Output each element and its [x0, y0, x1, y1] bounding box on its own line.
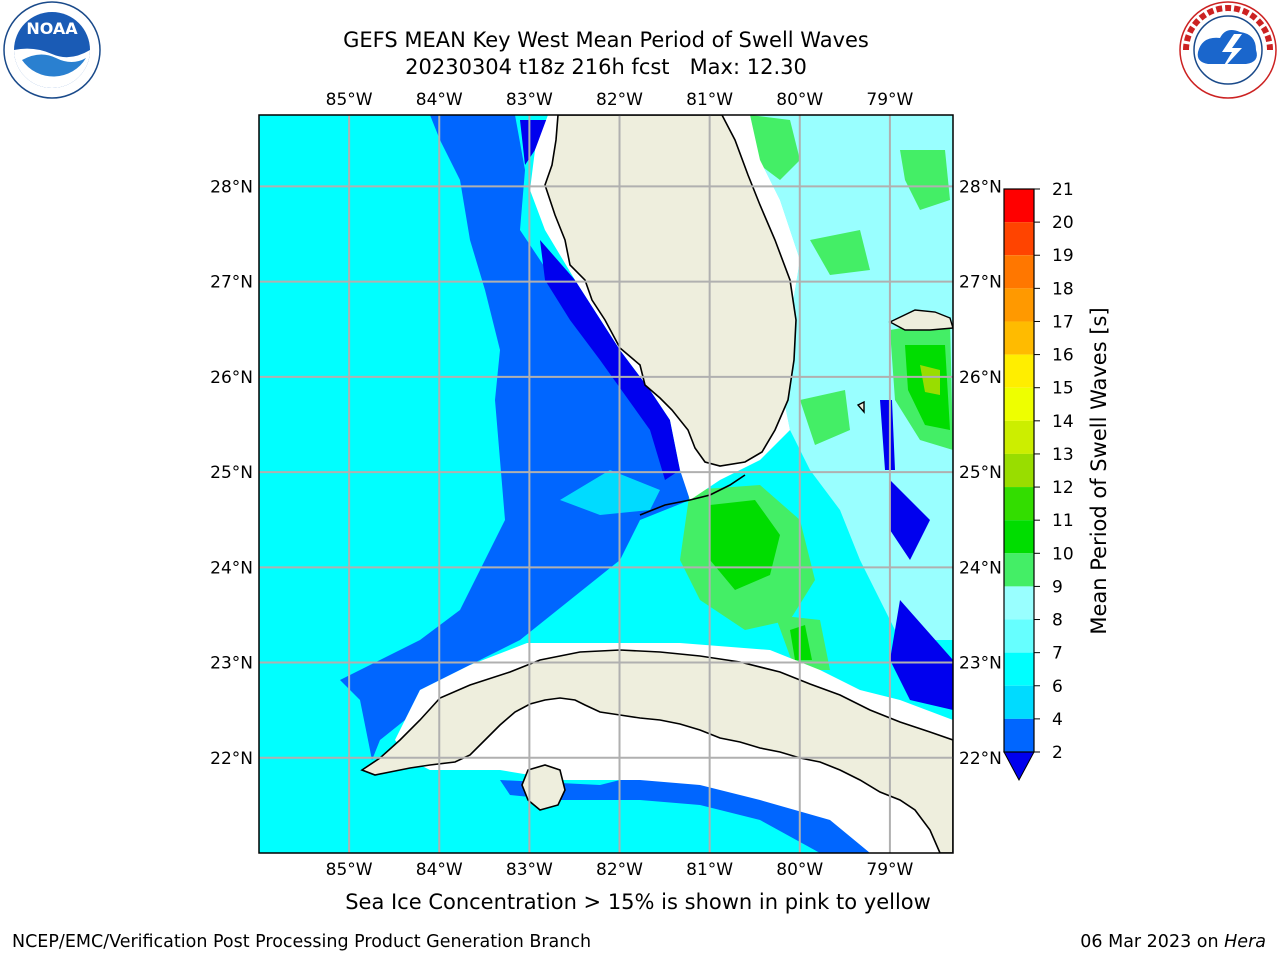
colorbar-tick-label: 6: [1052, 677, 1063, 697]
colorbar-tick-label: 11: [1052, 511, 1074, 531]
lat-label-left: 28°N: [210, 177, 253, 197]
florida-land: [544, 115, 797, 467]
swell-max-patch: [920, 365, 940, 395]
lat-label-left: 22°N: [210, 749, 253, 769]
colorbar-bin: [1004, 387, 1034, 421]
florida-keys: [639, 474, 746, 516]
swell-band-south: [500, 770, 870, 853]
colorbar-tick-label: 18: [1052, 279, 1074, 299]
lon-label-bottom: 81°W: [686, 860, 733, 880]
colorbar-bin: [1004, 321, 1034, 355]
colorbar-tick-label: 7: [1052, 644, 1063, 664]
colorbar-bin: [1004, 189, 1034, 223]
swell-strip-under-2: [880, 400, 953, 710]
swell-patch-4-6: [560, 470, 660, 515]
colorbar-tick-label: 14: [1052, 412, 1074, 432]
colorbar-tick-label: 19: [1052, 246, 1074, 266]
lat-label-right: 24°N: [959, 558, 1002, 578]
colorbar-under-arrow: [1003, 751, 1035, 782]
lat-label-left: 24°N: [210, 558, 253, 578]
colorbar-bin: [1004, 685, 1034, 719]
lon-label-top: 79°W: [866, 90, 913, 110]
colorbar-bin: [1004, 487, 1034, 521]
map-title: GEFS MEAN Key West Mean Period of Swell …: [343, 28, 869, 52]
map-frame: [258, 114, 954, 854]
colorbar-bin: [1004, 652, 1034, 686]
colorbar-frame: [1003, 188, 1035, 753]
lon-label-top: 82°W: [596, 90, 643, 110]
lat-label-left: 23°N: [210, 654, 253, 674]
lat-label-left: 27°N: [210, 273, 253, 293]
lat-label-right: 27°N: [959, 273, 1002, 293]
latitude-labels: 28°N 28°N 27°N 27°N 26°N 26°N 25°N 25°N 24°N 24°N…: [210, 177, 1002, 768]
colorbar-bin: [1004, 520, 1034, 554]
lon-label-bottom: 82°W: [596, 860, 643, 880]
isla-juventud-land: [521, 764, 566, 811]
colorbar-bin: [1004, 619, 1034, 653]
colorbar-bin: [1004, 420, 1034, 454]
colorbar-tick-label: 17: [1052, 312, 1074, 332]
colorbar-bin: [1004, 288, 1034, 322]
colorbar-bin: [1004, 222, 1034, 256]
colorbar-tick-label: 8: [1052, 611, 1063, 631]
colorbar-tick-label: 9: [1052, 577, 1063, 597]
swell-band-under-2: [520, 120, 680, 480]
nws-logo-icon: [1179, 1, 1277, 99]
colorbar-tick-label: 16: [1052, 346, 1074, 366]
bahamas-land: [856, 309, 953, 414]
lon-label-top: 81°W: [686, 90, 733, 110]
longitude-labels: 85°W 85°W 84°W 84°W 83°W 83°W 82°W 82°W 81°W 81°W…: [326, 90, 914, 880]
swell-band-2-4: [340, 115, 690, 760]
lon-label-bottom: 79°W: [866, 860, 913, 880]
lon-label-bottom: 84°W: [416, 860, 463, 880]
footer-branch: NCEP/EMC/Verification Post Processing Pr…: [12, 932, 592, 952]
colorbar-bin: [1004, 553, 1034, 587]
lon-label-top: 83°W: [506, 90, 553, 110]
footer-date-text: 06 Mar 2023 on: [1080, 932, 1225, 952]
lon-label-top: 84°W: [416, 90, 463, 110]
lat-label-left: 25°N: [210, 463, 253, 483]
svg-text:NOAA: NOAA: [26, 19, 78, 38]
lon-label-bottom: 80°W: [776, 860, 823, 880]
lon-label-bottom: 85°W: [326, 860, 373, 880]
colorbar-bin: [1004, 453, 1034, 488]
colorbar-label: Mean Period of Swell Waves [s]: [1087, 307, 1111, 634]
colorbar-tick-label: 10: [1052, 544, 1074, 564]
lat-label-right: 25°N: [959, 463, 1002, 483]
lat-label-right: 26°N: [959, 368, 1002, 388]
lon-label-top: 85°W: [326, 90, 373, 110]
colorbar-tick-label: 13: [1052, 445, 1074, 465]
sea-ice-caption: Sea Ice Concentration > 15% is shown in …: [345, 890, 931, 914]
map-gridlines: [259, 115, 953, 853]
colorbar-bin: [1004, 586, 1034, 620]
colorbar-tick-label: 12: [1052, 478, 1074, 498]
map-area: [259, 115, 953, 853]
map-subtitle: 20230304 t18z 216h fcst Max: 12.30: [405, 55, 807, 79]
colorbar-bin: [1004, 255, 1034, 289]
footer-date: 06 Mar 2023 on Hera: [1080, 932, 1266, 952]
colorbar-bin: [1004, 718, 1034, 752]
lat-label-left: 26°N: [210, 368, 253, 388]
colorbar-tick-label: 20: [1052, 213, 1074, 233]
lat-label-right: 22°N: [959, 749, 1002, 769]
lat-label-right: 23°N: [959, 654, 1002, 674]
colorbar: 2 4 6 7 8 9 10 11 12 13 14 15 16 17 18 19 20 21: [1003, 180, 1074, 782]
lat-label-right: 28°N: [959, 177, 1002, 197]
colorbar-tick-label: 15: [1052, 379, 1074, 399]
colorbar-tick-label: 2: [1052, 743, 1063, 763]
colorbar-tick-label: 21: [1052, 180, 1074, 200]
lon-label-top: 80°W: [776, 90, 823, 110]
colorbar-bin: [1004, 354, 1034, 388]
noaa-logo-icon: NOAA: [3, 1, 101, 99]
colorbar-tick-label: 4: [1052, 710, 1063, 730]
lon-label-bottom: 83°W: [506, 860, 553, 880]
footer-host: Hera: [1224, 932, 1266, 952]
